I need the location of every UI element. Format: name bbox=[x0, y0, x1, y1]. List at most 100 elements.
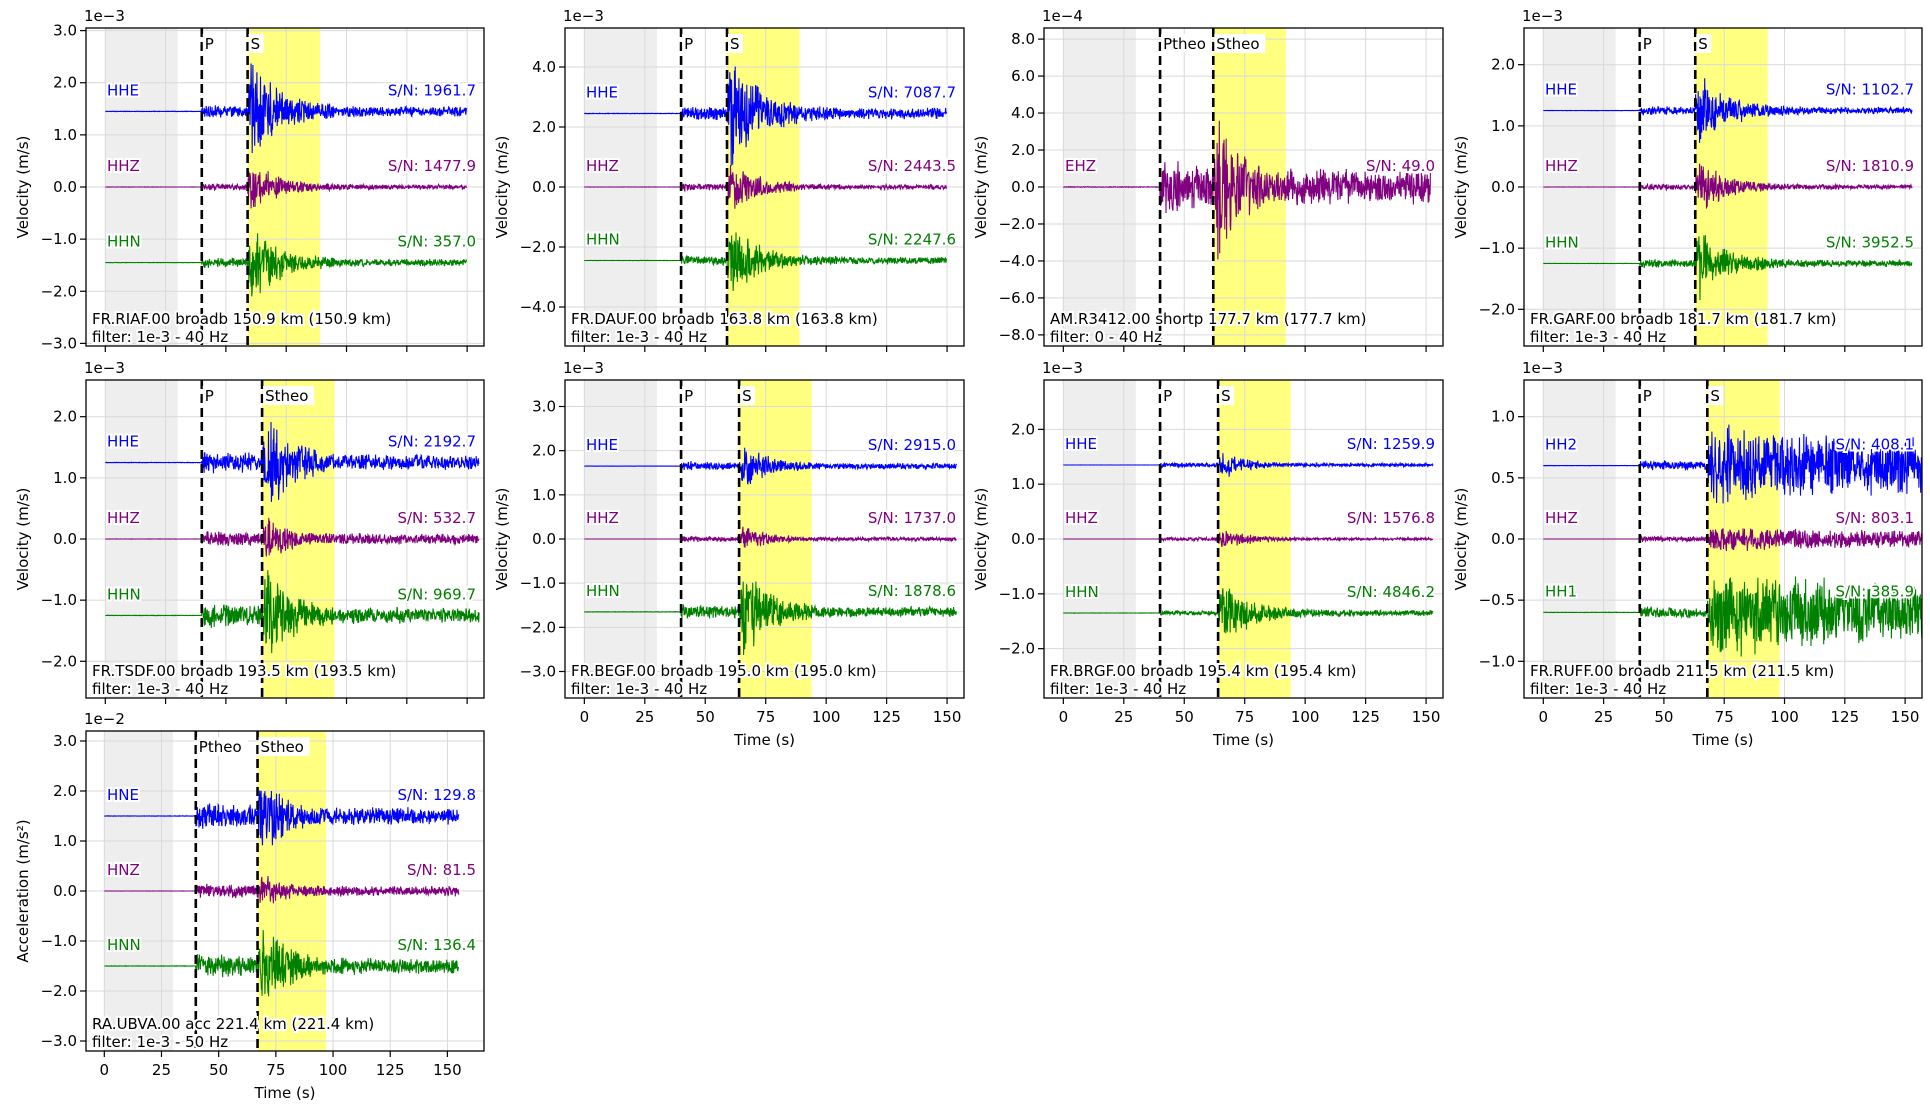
trace-hhz bbox=[105, 517, 480, 557]
plot-area bbox=[86, 28, 484, 346]
x-tick-label: 100 bbox=[1291, 708, 1320, 726]
y-tick-label: 0.5 bbox=[1491, 469, 1515, 487]
x-tick-label: 125 bbox=[1351, 708, 1380, 726]
station-info: FR.DAUF.00 broadb 163.8 km (163.8 km) bbox=[571, 310, 878, 328]
pick-label-s: S bbox=[730, 35, 740, 53]
panel-fr-riaf-00: P S HHE S/N: 1961.7 HHZ S/N: 1477.9 HHN S/N: 35… bbox=[14, 7, 485, 352]
x-tick-label: 100 bbox=[319, 1061, 348, 1079]
y-tick-label: 4.0 bbox=[532, 58, 556, 76]
trace-hhz bbox=[1063, 530, 1434, 547]
panel-ra-ubva-00: Ptheo Stheo HNE S/N: 129.8 HNZ S/N: 81.5 HNN S/… bbox=[14, 710, 485, 1102]
trace-hh1 bbox=[1543, 576, 1922, 657]
trace-hhn bbox=[105, 233, 467, 297]
pick-label-bg bbox=[196, 737, 248, 756]
trace-hh2 bbox=[1543, 424, 1922, 504]
channel-label-hnn: HNN bbox=[107, 936, 141, 954]
y-tick-label: −6.0 bbox=[999, 289, 1035, 307]
y-exponent-label: 1e−3 bbox=[1042, 359, 1083, 377]
x-tick-label: 25 bbox=[1114, 708, 1133, 726]
pick-label-p: P bbox=[1643, 35, 1652, 53]
x-tick-label: 0 bbox=[100, 1061, 110, 1079]
x-tick-label: 150 bbox=[1412, 708, 1441, 726]
y-tick-label: 3.0 bbox=[53, 732, 77, 750]
channel-label-hhn: HHN bbox=[1065, 583, 1099, 601]
snr-label-hhe: S/N: 2192.7 bbox=[388, 433, 476, 451]
pick-label-ptheo: Ptheo bbox=[199, 738, 242, 756]
y-exponent-label: 1e−3 bbox=[1522, 7, 1563, 25]
channel-label-ehz: EHZ bbox=[1065, 157, 1096, 175]
trace-hne bbox=[104, 790, 460, 846]
y-tick-label: −2.0 bbox=[41, 652, 77, 670]
snr-label-hhe: S/N: 1102.7 bbox=[1826, 81, 1914, 99]
y-tick-label: 0.0 bbox=[1491, 178, 1515, 196]
x-tick-label: 0 bbox=[1539, 708, 1549, 726]
y-tick-label: −2.0 bbox=[1479, 300, 1515, 318]
station-info: FR.TSDF.00 broadb 193.5 km (193.5 km) bbox=[92, 662, 396, 680]
y-exponent-label: 1e−3 bbox=[1522, 359, 1563, 377]
y-tick-label: 4.0 bbox=[1011, 104, 1035, 122]
trace-hhz bbox=[1543, 163, 1913, 209]
pick-label-p: P bbox=[205, 35, 214, 53]
y-tick-label: −1.0 bbox=[1479, 239, 1515, 257]
x-axis-label: Time (s) bbox=[1212, 731, 1274, 749]
y-exponent-label: 1e−2 bbox=[84, 710, 125, 728]
trace-hnn bbox=[104, 930, 460, 997]
pick-label-stheo: Stheo bbox=[265, 387, 308, 405]
y-axis-label: Velocity (m/s) bbox=[14, 488, 32, 591]
y-tick-label: −1.0 bbox=[41, 230, 77, 248]
y-tick-label: −1.0 bbox=[41, 932, 77, 950]
y-tick-label: −2.0 bbox=[41, 982, 77, 1000]
pick-label-p: P bbox=[684, 35, 693, 53]
panel-fr-garf-00: P S HHE S/N: 1102.7 HHZ S/N: 1810.9 HHN S/N: 39… bbox=[1452, 7, 1923, 352]
x-tick-label: 125 bbox=[872, 708, 901, 726]
y-exponent-label: 1e−3 bbox=[563, 7, 604, 25]
y-axis-label: Velocity (m/s) bbox=[1452, 488, 1470, 591]
x-tick-label: 125 bbox=[376, 1061, 405, 1079]
trace-hhz bbox=[1543, 528, 1922, 552]
station-info: FR.RIAF.00 broadb 150.9 km (150.9 km) bbox=[92, 310, 391, 328]
y-tick-label: −3.0 bbox=[520, 663, 556, 681]
pick-label-bg bbox=[740, 386, 756, 405]
y-tick-label: 3.0 bbox=[53, 22, 77, 40]
y-tick-label: 1.0 bbox=[53, 469, 77, 487]
trace-hhz bbox=[105, 171, 468, 209]
trace-hhz bbox=[584, 526, 957, 548]
pick-label-bg bbox=[728, 34, 744, 53]
y-tick-label: 2.0 bbox=[53, 408, 77, 426]
pick-label-s: S bbox=[251, 35, 261, 53]
y-exponent-label: 1e−3 bbox=[84, 359, 125, 377]
y-exponent-label: 1e−3 bbox=[563, 359, 604, 377]
snr-label-hhn: S/N: 3952.5 bbox=[1826, 233, 1914, 251]
y-tick-label: −3.0 bbox=[41, 334, 77, 352]
filter-info: filter: 1e-3 - 50 Hz bbox=[92, 1033, 228, 1051]
channel-label-hhe: HHE bbox=[107, 433, 139, 451]
pick-label-bg bbox=[202, 386, 218, 405]
x-axis-label: Time (s) bbox=[1692, 731, 1754, 749]
pick-label-bg bbox=[1161, 34, 1213, 53]
pick-label-s: S bbox=[1710, 387, 1720, 405]
snr-label-hh2: S/N: 408.1 bbox=[1835, 436, 1914, 454]
filter-info: filter: 1e-3 - 40 Hz bbox=[1530, 680, 1666, 698]
trace-hhn bbox=[1543, 235, 1913, 301]
y-tick-label: −1.0 bbox=[520, 574, 556, 592]
y-tick-label: 2.0 bbox=[1491, 56, 1515, 74]
y-tick-label: 0.0 bbox=[1491, 530, 1515, 548]
channel-label-hhn: HHN bbox=[586, 582, 620, 600]
filter-info: filter: 0 - 40 Hz bbox=[1050, 328, 1162, 346]
x-axis-label: Time (s) bbox=[254, 1084, 316, 1102]
panel-fr-brgf-00: P S HHE S/N: 1259.9 HHZ S/N: 1576.8 HHN S/N: 48… bbox=[972, 359, 1444, 749]
panel-fr-begf-00: P S HHE S/N: 2915.0 HHZ S/N: 1737.0 HHN S/N: 18… bbox=[493, 359, 965, 749]
station-info: FR.BEGF.00 broadb 195.0 km (195.0 km) bbox=[571, 662, 877, 680]
channel-label-hne: HNE bbox=[107, 786, 139, 804]
trace-hhz bbox=[584, 165, 947, 209]
snr-label-hhe: S/N: 7087.7 bbox=[868, 84, 956, 102]
snr-label-hhz: S/N: 803.1 bbox=[1835, 509, 1914, 527]
pick-label-p: P bbox=[684, 387, 693, 405]
panel-fr-dauf-00: P S HHE S/N: 7087.7 HHZ S/N: 2443.5 HHN S/N: 22… bbox=[493, 7, 965, 352]
channel-label-hhe: HHE bbox=[586, 84, 618, 102]
pick-label-p: P bbox=[205, 387, 214, 405]
station-info: RA.UBVA.00 acc 221.4 km (221.4 km) bbox=[92, 1015, 374, 1033]
y-tick-label: 0.0 bbox=[532, 530, 556, 548]
